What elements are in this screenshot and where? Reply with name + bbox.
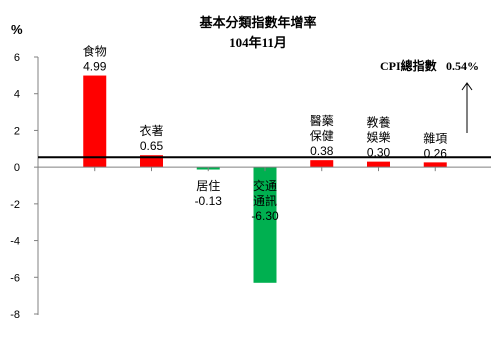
y-tick-label: 0 bbox=[14, 162, 20, 174]
y-axis-unit: % bbox=[11, 22, 23, 37]
y-tick-group: 6 4 2 0 -2 -4 -6 -8 bbox=[10, 52, 38, 321]
category-label: 居住 bbox=[196, 179, 220, 193]
data-label: -6.30 bbox=[251, 209, 279, 223]
category-label: 雜項 bbox=[423, 130, 447, 145]
data-label: 0.26 bbox=[424, 146, 448, 160]
category-label: 醫藥 bbox=[310, 114, 334, 128]
y-tick-label: 4 bbox=[14, 89, 20, 101]
data-label: 0.30 bbox=[367, 146, 391, 160]
bar bbox=[253, 167, 277, 283]
y-tick-label: 6 bbox=[14, 52, 20, 64]
category-label: 娛樂 bbox=[366, 130, 390, 145]
y-tick-label: -2 bbox=[10, 199, 20, 211]
bar bbox=[140, 155, 163, 168]
cpi-arrow-head bbox=[461, 82, 473, 91]
chart-title: 基本分類指數年增率 bbox=[198, 15, 316, 30]
bar bbox=[367, 161, 390, 168]
bar bbox=[83, 75, 107, 168]
y-tick-label: -6 bbox=[10, 272, 20, 284]
category-label: 交通 bbox=[253, 178, 277, 193]
category-label: 食物 bbox=[83, 44, 107, 59]
category-label: 通訊 bbox=[253, 193, 277, 208]
category-label: 教養 bbox=[366, 115, 390, 130]
data-label: 0.65 bbox=[140, 139, 164, 153]
x-tick-group bbox=[37, 167, 436, 172]
bar bbox=[423, 162, 447, 168]
bar bbox=[310, 160, 334, 168]
chart-subtitle: 104年11月 bbox=[229, 35, 287, 50]
cpi-label: CPI總指數 bbox=[380, 58, 437, 73]
category-label: 保健 bbox=[310, 129, 334, 143]
cpi-annotation: CPI總指數 0.54% bbox=[380, 58, 479, 133]
cpi-value: 0.54% bbox=[446, 59, 479, 73]
data-label: 4.99 bbox=[83, 60, 107, 74]
y-tick-label: -4 bbox=[10, 236, 20, 248]
data-label: 0.38 bbox=[310, 144, 334, 158]
y-tick-label: -8 bbox=[10, 309, 20, 321]
category-label: 衣著 bbox=[139, 123, 163, 138]
y-tick-label: 2 bbox=[14, 125, 20, 137]
data-label: -0.13 bbox=[195, 194, 223, 208]
